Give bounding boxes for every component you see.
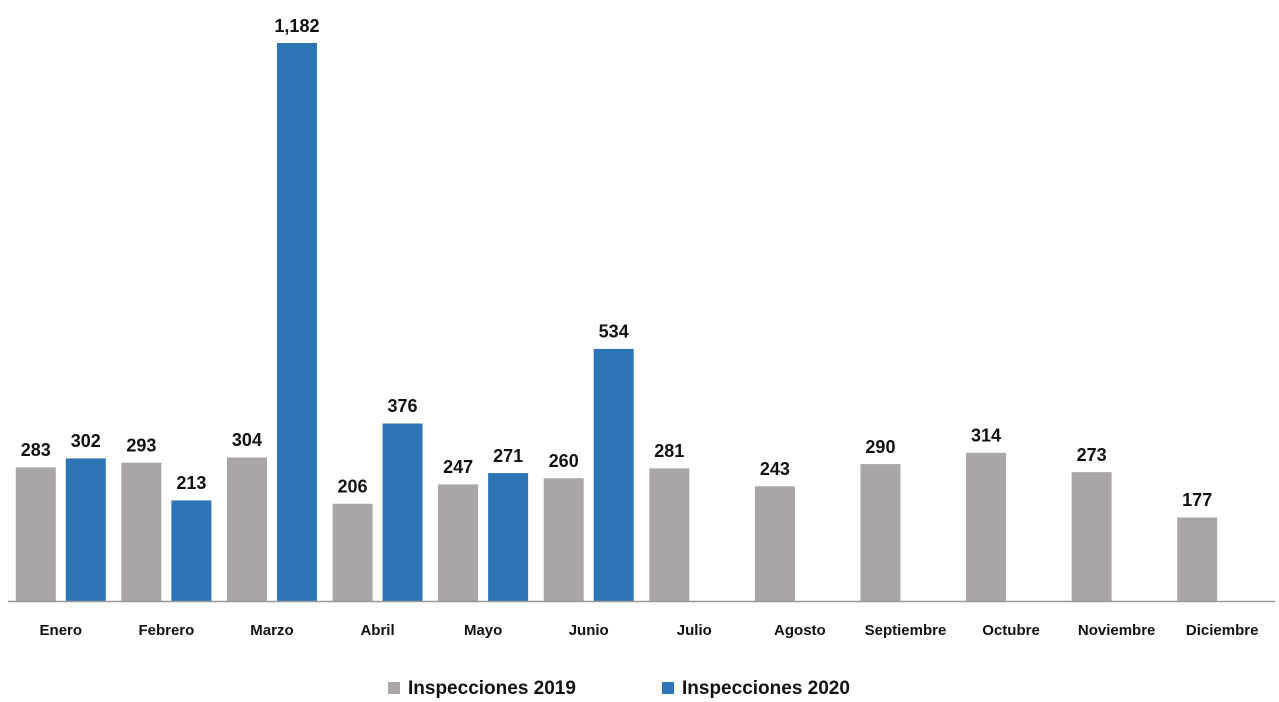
data-label: 302: [71, 431, 101, 451]
x-tick-label: Septiembre: [865, 622, 947, 639]
bar: [276, 43, 317, 601]
bar: [488, 473, 529, 601]
data-label: 304: [232, 430, 262, 450]
x-tick-label: Julio: [677, 622, 712, 639]
bar: [65, 458, 106, 601]
data-label: 376: [388, 396, 418, 416]
x-tick-label: Febrero: [138, 622, 194, 639]
x-tick-label: Agosto: [774, 622, 826, 639]
bar: [332, 503, 373, 601]
data-label: 260: [549, 451, 579, 471]
bar: [754, 486, 795, 601]
x-tick-label: Abril: [360, 622, 394, 639]
bar: [649, 468, 690, 601]
legend-label: Inspecciones 2019: [408, 678, 576, 699]
bar: [438, 484, 479, 601]
data-label: 1,182: [274, 16, 319, 36]
bar: [171, 500, 212, 601]
data-label: 213: [176, 473, 206, 493]
x-tick-label: Mayo: [464, 622, 502, 639]
bar: [382, 423, 423, 601]
data-label: 290: [865, 437, 895, 457]
data-label: 271: [493, 446, 523, 466]
data-label: 293: [126, 435, 156, 455]
bar: [1071, 472, 1112, 601]
data-label: 243: [760, 459, 790, 479]
bar: [543, 478, 584, 601]
bar: [593, 348, 634, 601]
x-tick-label: Marzo: [250, 622, 293, 639]
x-tick-label: Enero: [40, 622, 83, 639]
bar: [1177, 517, 1218, 601]
bar: [226, 457, 267, 601]
bar: [15, 467, 56, 601]
legend-label: Inspecciones 2020: [682, 678, 850, 699]
data-label: 314: [971, 426, 1001, 446]
x-tick-label: Octubre: [982, 622, 1040, 639]
data-label: 247: [443, 457, 473, 477]
bar: [121, 462, 162, 601]
bar: [860, 464, 901, 601]
x-tick-label: Junio: [569, 622, 609, 639]
x-tick-label: Noviembre: [1078, 622, 1156, 639]
data-label: 281: [654, 441, 684, 461]
legend-swatch: [388, 682, 400, 694]
data-label: 206: [338, 477, 368, 497]
legend-swatch: [662, 682, 674, 694]
data-label: 177: [1182, 490, 1212, 510]
bar: [966, 452, 1007, 601]
data-label: 283: [21, 440, 51, 460]
data-label: 273: [1077, 445, 1107, 465]
x-tick-label: Diciembre: [1186, 622, 1259, 639]
data-label: 534: [599, 322, 629, 342]
